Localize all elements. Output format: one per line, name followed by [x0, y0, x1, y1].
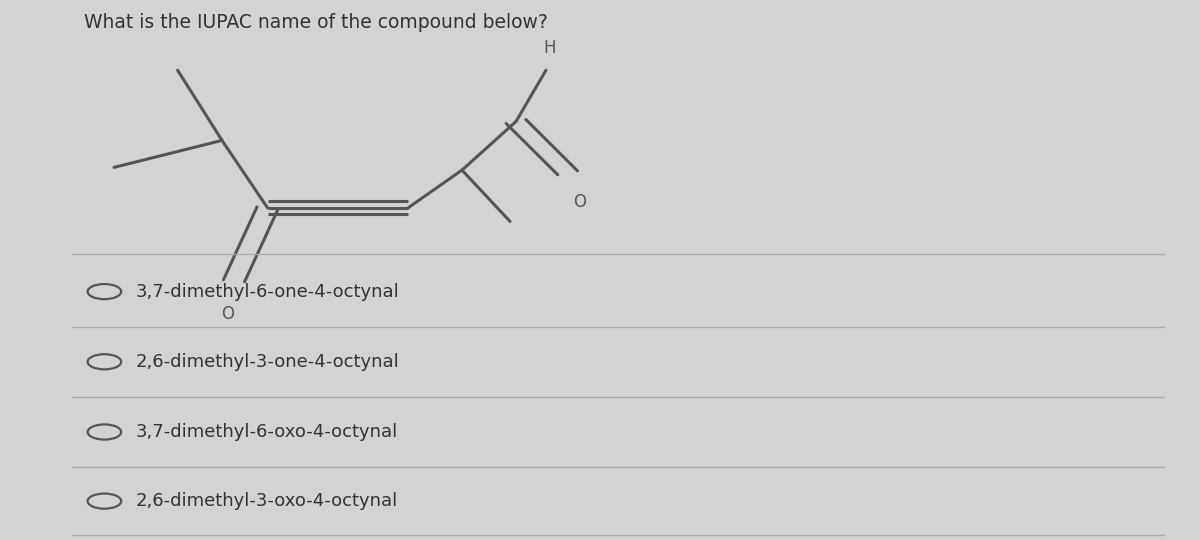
- Text: What is the IUPAC name of the compound below?: What is the IUPAC name of the compound b…: [84, 14, 548, 32]
- Text: O: O: [222, 305, 234, 323]
- Text: 2,6-dimethyl-3-one-4-octynal: 2,6-dimethyl-3-one-4-octynal: [136, 353, 400, 371]
- Text: 3,7-dimethyl-6-oxo-4-octynal: 3,7-dimethyl-6-oxo-4-octynal: [136, 423, 398, 441]
- Text: 2,6-dimethyl-3-oxo-4-octynal: 2,6-dimethyl-3-oxo-4-octynal: [136, 492, 398, 510]
- Text: H: H: [544, 39, 556, 57]
- Text: 3,7-dimethyl-6-one-4-octynal: 3,7-dimethyl-6-one-4-octynal: [136, 282, 400, 301]
- Text: O: O: [574, 193, 586, 211]
